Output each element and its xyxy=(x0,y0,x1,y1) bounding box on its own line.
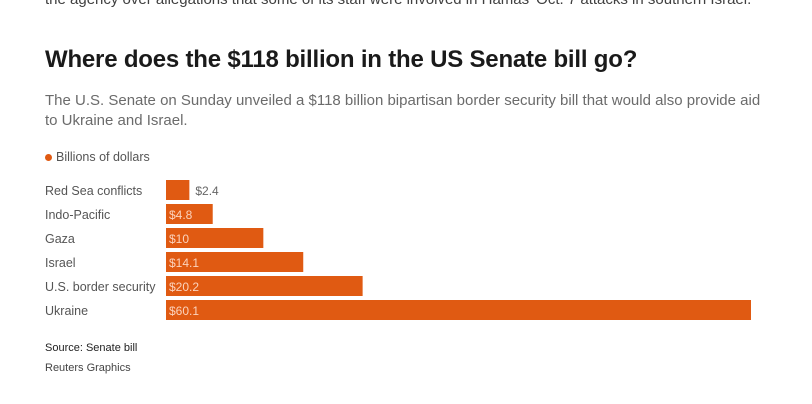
bar xyxy=(166,276,363,296)
bar xyxy=(166,300,751,320)
preceding-article-text: the agency over allegations that some of… xyxy=(45,0,751,8)
category-label: Israel xyxy=(45,256,76,270)
category-label: Red Sea conflicts xyxy=(45,184,142,198)
bar xyxy=(166,204,213,224)
value-label: $60.1 xyxy=(169,304,199,318)
category-label: U.S. border security xyxy=(45,280,156,294)
category-label: Indo-Pacific xyxy=(45,208,110,222)
chart-title: Where does the $118 billion in the US Se… xyxy=(45,46,638,73)
value-label: $20.2 xyxy=(169,280,199,294)
legend-label: Billions of dollars xyxy=(56,150,150,164)
chart-subtitle: The U.S. Senate on Sunday unveiled a $11… xyxy=(45,92,761,129)
chart-credit: Reuters Graphics xyxy=(45,362,131,374)
chart-source: Source: Senate bill xyxy=(45,342,138,354)
category-label: Ukraine xyxy=(45,304,88,318)
legend-dot-icon xyxy=(45,153,52,161)
bar xyxy=(166,252,304,272)
category-label: Gaza xyxy=(45,232,75,246)
bar xyxy=(166,228,264,248)
legend: Billions of dollars xyxy=(45,150,150,164)
value-label: $2.4 xyxy=(195,184,219,198)
bar xyxy=(166,180,190,200)
value-label: $14.1 xyxy=(169,256,199,270)
value-label: $10 xyxy=(169,232,189,246)
value-label: $4.8 xyxy=(169,208,193,222)
